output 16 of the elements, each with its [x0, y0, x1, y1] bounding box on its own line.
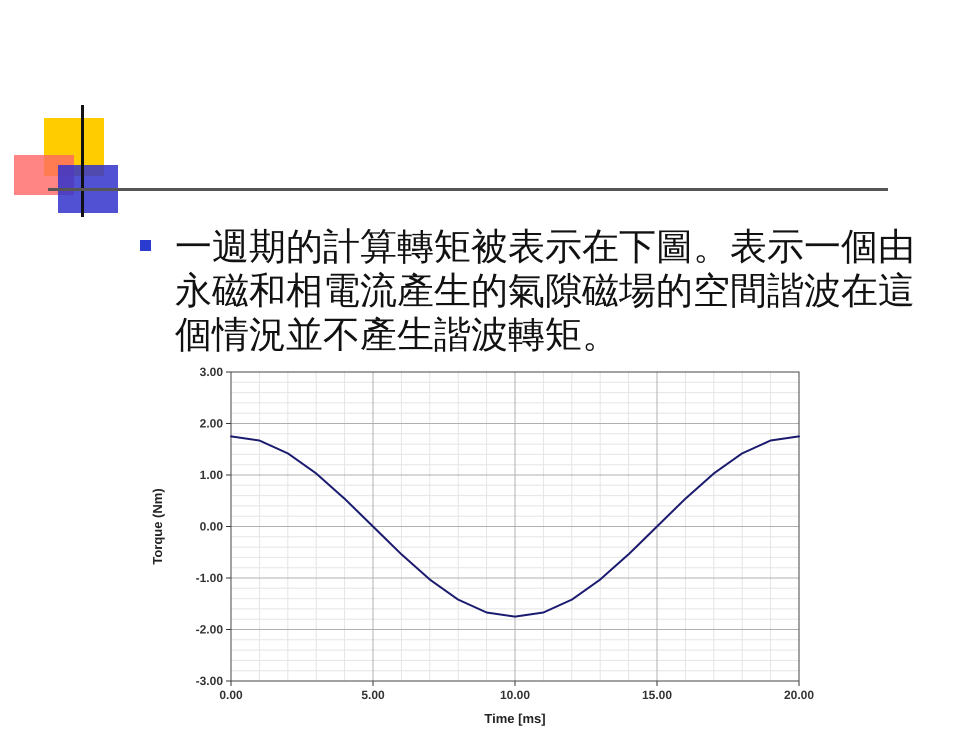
x-tick-label: 5.00 — [361, 688, 385, 702]
y-tick-label: 1.00 — [200, 468, 224, 482]
y-tick-label: -3.00 — [196, 674, 224, 688]
y-tick-label: 0.00 — [200, 520, 224, 534]
y-axis-title: Torque (Nm) — [150, 488, 165, 565]
y-tick-label: -1.00 — [196, 571, 224, 585]
y-tick-label: 2.00 — [200, 416, 224, 430]
x-tick-label: 20.00 — [784, 688, 814, 702]
y-tick-label: 3.00 — [200, 365, 224, 379]
line-series — [230, 435, 800, 618]
x-tick-label: 0.00 — [219, 688, 243, 702]
y-tick-label: -2.00 — [196, 622, 224, 636]
x-axis-title: Time [ms] — [484, 711, 546, 726]
x-tick-label: 10.00 — [500, 688, 530, 702]
x-tick-label: 15.00 — [642, 688, 672, 702]
chart-title: 一週期的計算轉矩被表示在下圖。表示一個由永磁和相電流產生的氣隙磁場的空間諧波在這個情況並不產生諧波轉矩。 — [175, 225, 916, 357]
